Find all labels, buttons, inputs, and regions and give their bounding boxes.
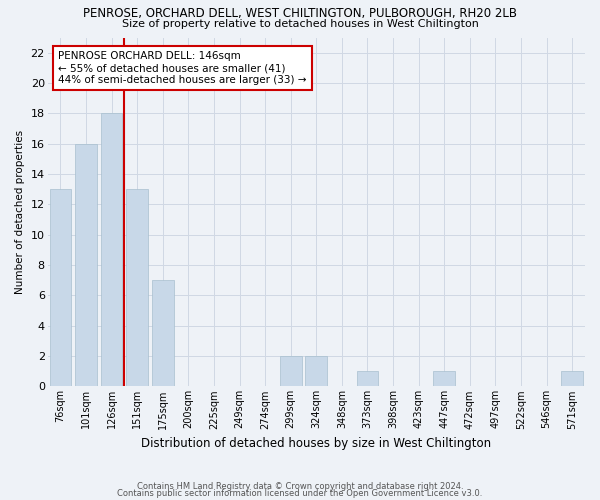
Y-axis label: Number of detached properties: Number of detached properties: [15, 130, 25, 294]
Bar: [356, 371, 379, 386]
Text: Contains HM Land Registry data © Crown copyright and database right 2024.: Contains HM Land Registry data © Crown c…: [137, 482, 463, 491]
Bar: [305, 356, 327, 386]
Bar: [152, 280, 173, 386]
Bar: [280, 356, 302, 386]
Bar: [562, 371, 583, 386]
Text: PENROSE ORCHARD DELL: 146sqm
← 55% of detached houses are smaller (41)
44% of se: PENROSE ORCHARD DELL: 146sqm ← 55% of de…: [58, 52, 307, 84]
Text: Size of property relative to detached houses in West Chiltington: Size of property relative to detached ho…: [122, 19, 478, 29]
X-axis label: Distribution of detached houses by size in West Chiltington: Distribution of detached houses by size …: [141, 437, 491, 450]
Bar: [101, 114, 122, 386]
Bar: [126, 189, 148, 386]
Bar: [50, 189, 71, 386]
Bar: [75, 144, 97, 386]
Text: Contains public sector information licensed under the Open Government Licence v3: Contains public sector information licen…: [118, 490, 482, 498]
Text: PENROSE, ORCHARD DELL, WEST CHILTINGTON, PULBOROUGH, RH20 2LB: PENROSE, ORCHARD DELL, WEST CHILTINGTON,…: [83, 8, 517, 20]
Bar: [433, 371, 455, 386]
